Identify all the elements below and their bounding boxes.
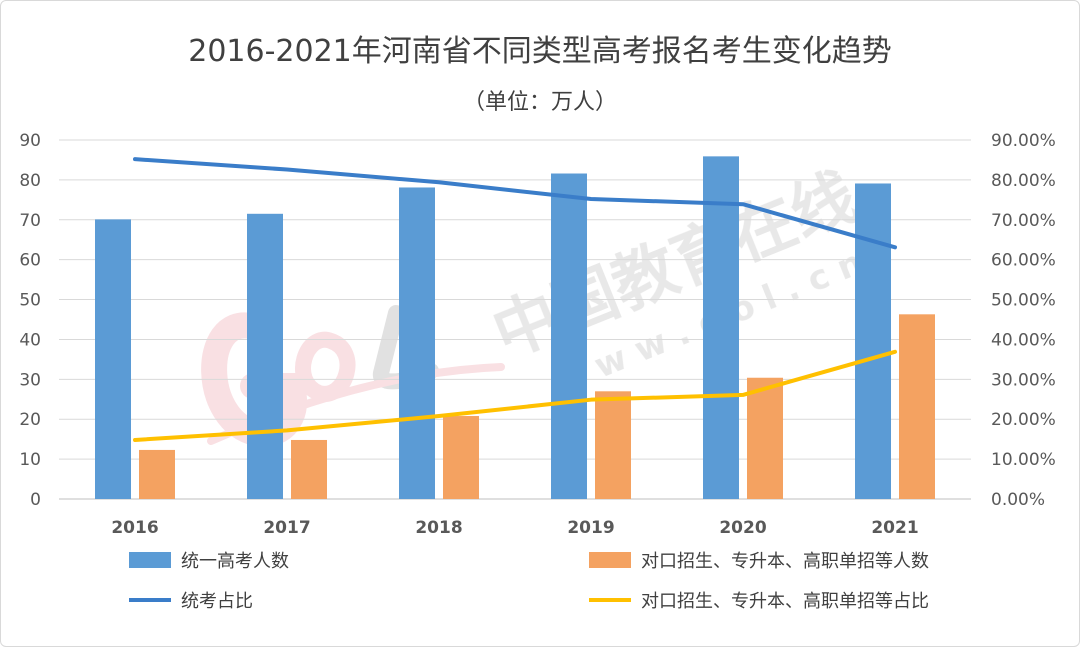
- legend-swatch-series-0: [129, 552, 171, 568]
- line-series-duikou-ratio: [133, 349, 897, 442]
- bar-duikou-2018: [443, 416, 479, 499]
- lines: [133, 157, 897, 442]
- x-tick-label: 2016: [111, 518, 158, 538]
- y-axis-right: 0.00% 10.00% 20.00% 30.00% 40.00% 50.00% 60.00…: [991, 131, 1056, 510]
- y-left-tick-label: 80: [19, 171, 41, 191]
- y-left-tick-label: 10: [19, 450, 41, 470]
- chart-subtitle: （单位：万人）: [463, 90, 617, 115]
- bar-gaokao-2021: [855, 183, 891, 499]
- legend-label-series-3: 对口招生、专升本、高职单招等占比: [641, 591, 929, 612]
- y-left-tick-label: 60: [19, 251, 41, 271]
- line-series-tongkao-ratio: [133, 157, 897, 250]
- x-tick-label: 2021: [871, 518, 918, 538]
- x-tick-label: 2020: [719, 518, 766, 538]
- bar-duikou-2020: [747, 377, 783, 499]
- eol-logo: [201, 305, 505, 447]
- y-left-tick-label: 90: [19, 131, 41, 151]
- bar-gaokao-2019: [551, 173, 587, 500]
- bar-gaokao-2017: [247, 213, 283, 500]
- y-axis-left: 0 10 20 30 40 50 60 70 80 90: [19, 131, 41, 510]
- y-left-tick-label: 0: [30, 490, 41, 510]
- y-left-tick-label: 70: [19, 211, 41, 231]
- y-right-tick-label: 20.00%: [991, 410, 1056, 430]
- bar-gaokao-2018: [399, 187, 435, 499]
- bar-duikou-2017: [291, 439, 327, 499]
- y-right-tick-label: 50.00%: [991, 291, 1056, 311]
- bar-duikou-2016: [139, 449, 175, 499]
- y-right-tick-label: 60.00%: [991, 251, 1056, 271]
- legend-label-series-0: 统一高考人数: [181, 551, 289, 572]
- bars: [95, 156, 935, 500]
- y-right-tick-label: 30.00%: [991, 370, 1056, 390]
- bar-gaokao-2020: [703, 156, 739, 500]
- bar-duikou-2021: [899, 314, 935, 499]
- x-axis: 2016 2017 2018 2019 2020 2021: [111, 518, 918, 538]
- x-tick-label: 2018: [415, 518, 462, 538]
- legend-swatch-series-1: [589, 552, 631, 568]
- y-left-tick-label: 40: [19, 330, 41, 350]
- y-left-tick-label: 20: [19, 410, 41, 430]
- chart-title: 2016-2021年河南省不同类型高考报名考生变化趋势: [188, 34, 892, 69]
- bar-duikou-2019: [595, 391, 631, 499]
- legend: 统一高考人数 对口招生、专升本、高职单招等人数 统考占比 对口招生、专升本、高职…: [129, 551, 929, 612]
- y-right-tick-label: 80.00%: [991, 171, 1056, 191]
- y-right-tick-label: 0.00%: [991, 490, 1045, 510]
- y-right-tick-label: 70.00%: [991, 211, 1056, 231]
- y-right-tick-label: 90.00%: [991, 131, 1056, 151]
- watermark: 中国教育在线 w w w . e o l . c n: [201, 160, 869, 447]
- y-right-tick-label: 40.00%: [991, 330, 1056, 350]
- y-left-tick-label: 50: [19, 291, 41, 311]
- grid-lines: [59, 139, 971, 500]
- bar-gaokao-2016: [95, 219, 131, 499]
- y-left-tick-label: 30: [19, 370, 41, 390]
- x-tick-label: 2019: [567, 518, 614, 538]
- legend-label-series-1: 对口招生、专升本、高职单招等人数: [641, 551, 929, 572]
- legend-label-series-2: 统考占比: [181, 591, 253, 612]
- y-right-tick-label: 10.00%: [991, 450, 1056, 470]
- x-tick-label: 2017: [263, 518, 310, 538]
